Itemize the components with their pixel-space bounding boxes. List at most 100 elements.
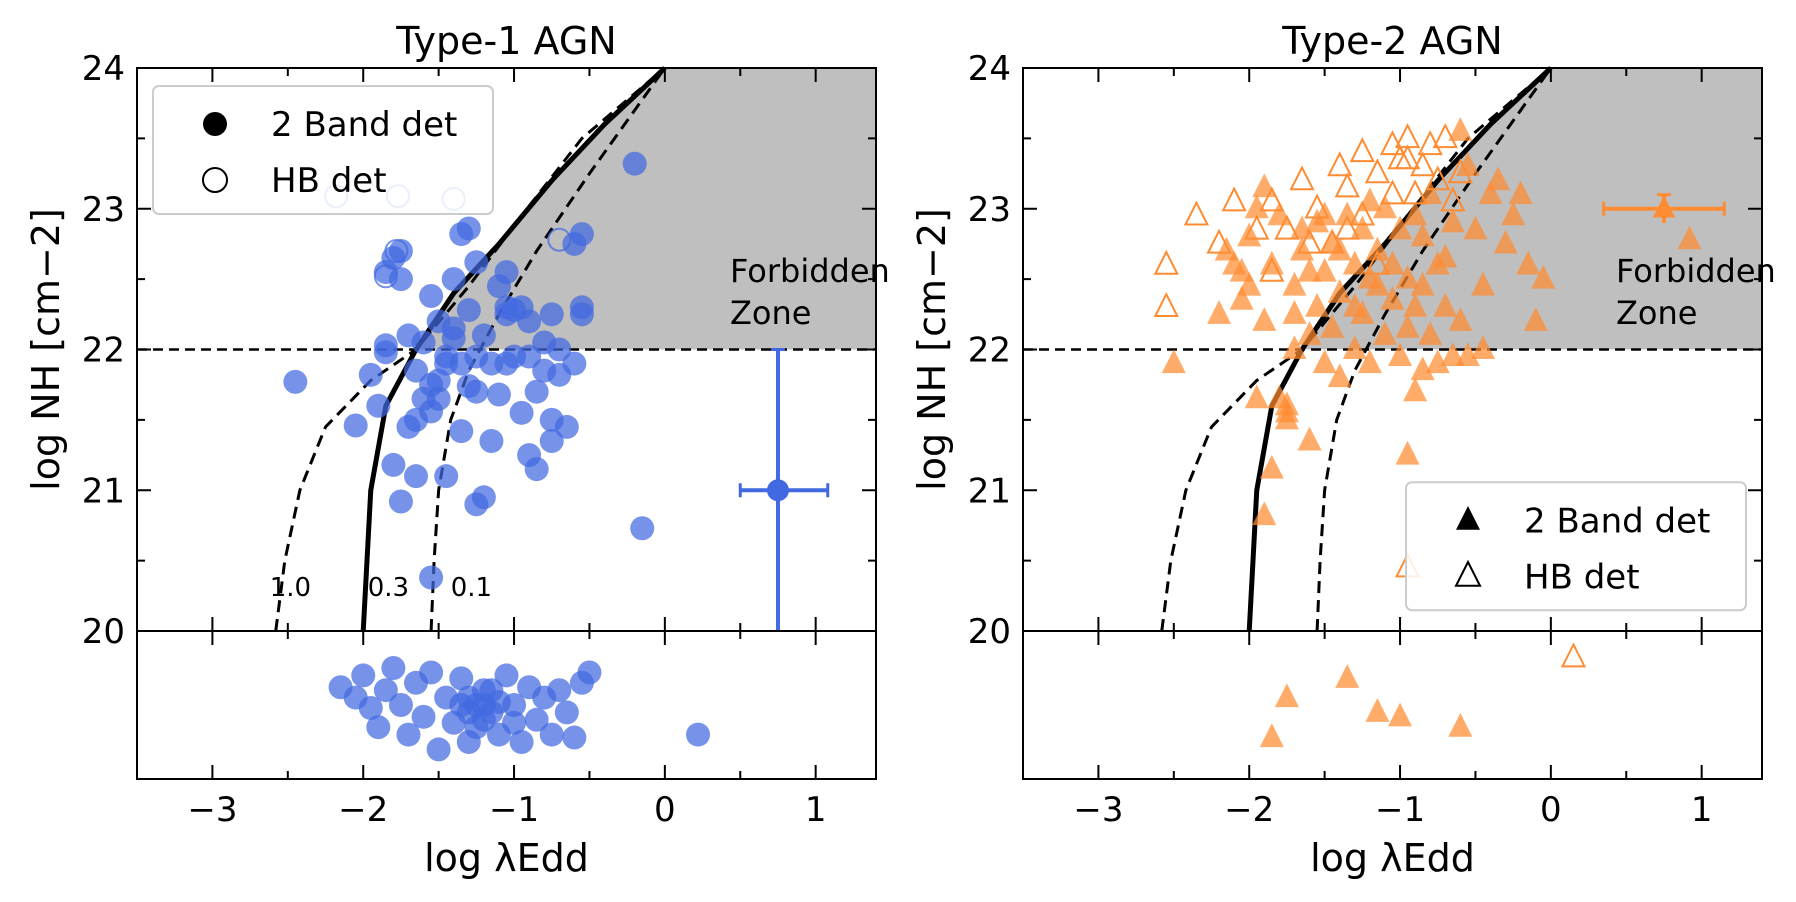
- two-band-det-point: [419, 565, 444, 590]
- residual-two-band-point: [1448, 712, 1473, 737]
- two-band-det-point: [494, 302, 519, 327]
- two-band-det-point: [471, 485, 496, 510]
- residual-two-band-point: [1335, 664, 1360, 688]
- hb-det-point: [1410, 151, 1436, 177]
- two-band-det-point: [486, 382, 511, 407]
- residual-two-band-point: [351, 663, 376, 688]
- two-band-det-point: [388, 238, 413, 263]
- two-band-det-point: [1403, 293, 1428, 317]
- two-band-det-point: [358, 362, 383, 387]
- x-tick-label: 0: [654, 790, 676, 830]
- two-band-det-point: [1410, 356, 1435, 381]
- x-tick-label: 0: [1540, 790, 1562, 830]
- two-band-det-point: [479, 428, 504, 453]
- y-axis-label: log NH [cm−2]: [910, 208, 954, 491]
- two-band-det-point: [1395, 314, 1420, 338]
- two-band-det-point: [1388, 215, 1413, 240]
- two-band-det-point: [1259, 250, 1284, 275]
- hb-det-point: [1387, 144, 1413, 170]
- two-band-det-point: [1395, 264, 1420, 289]
- two-band-det-point: [404, 358, 429, 383]
- panel-title: Type-1 AGN: [395, 19, 616, 63]
- residual-two-band-point: [366, 715, 391, 740]
- type1-panel: Forbidden Zone 1.0 0.3 0.1 −3 −2 −1 0 1 20 21 22 23 24…: [24, 19, 890, 880]
- residual-two-band-point: [449, 693, 474, 717]
- two-band-det-point: [1372, 321, 1397, 345]
- forbidden-zone: [1302, 68, 1762, 350]
- x-axis-label: log λEdd: [424, 836, 589, 880]
- two-band-det-point: [1312, 201, 1337, 226]
- y-tick-label: 20: [82, 612, 125, 652]
- two-band-det-point: [1425, 349, 1450, 374]
- hb-det-point: [1394, 123, 1421, 149]
- two-band-det-point: [1493, 229, 1518, 254]
- two-band-det-point: [1350, 215, 1375, 240]
- two-band-det-point: [373, 340, 398, 365]
- forbidden-label-2: Zone: [730, 294, 811, 332]
- x-tick-label: −3: [1073, 790, 1123, 830]
- two-band-det-point: [1516, 250, 1541, 275]
- two-band-det-point: [1418, 321, 1443, 345]
- two-band-det-point: [547, 337, 572, 362]
- hb-det-point: [1153, 249, 1179, 275]
- two-band-det-point: [1410, 271, 1435, 296]
- two-band-det-point: [373, 260, 398, 285]
- two-band-det-point: [1244, 384, 1269, 409]
- two-band-det-point: [456, 216, 481, 241]
- two-band-det-point: [569, 302, 594, 327]
- two-band-det-point: [1312, 349, 1337, 374]
- residual-axes-frame: [136, 630, 877, 780]
- x-tick-label: 1: [1691, 790, 1713, 830]
- residual-two-band-point: [449, 666, 474, 691]
- hb-det-point: [1379, 130, 1406, 156]
- residual-two-band-point: [1274, 683, 1299, 708]
- two-band-det-point: [1252, 307, 1277, 331]
- two-band-det-point: [1486, 166, 1511, 191]
- forbidden-label-2: Zone: [1616, 294, 1697, 332]
- two-band-det-point: [464, 250, 489, 275]
- two-band-det-point: [1327, 278, 1352, 303]
- two-band-det-point: [1357, 349, 1382, 374]
- two-band-det-point: [1440, 342, 1465, 367]
- two-band-det-point: [1282, 335, 1307, 360]
- residual-two-band-point: [396, 722, 421, 747]
- residual-two-band-point: [502, 710, 527, 735]
- hb-det-point: [1349, 137, 1375, 163]
- two-band-det-point: [1463, 215, 1488, 240]
- two-band-det-point: [343, 413, 368, 438]
- two-band-det-point: [441, 316, 466, 341]
- legend-label: 2 Band det: [1524, 501, 1710, 541]
- two-band-det-point: [1433, 293, 1458, 317]
- two-band-det-point: [1161, 349, 1186, 374]
- two-band-det-point: [456, 298, 481, 323]
- residual-two-band-point: [494, 663, 519, 688]
- x-tick-label: 1: [805, 790, 827, 830]
- x-tick-label: −1: [1375, 790, 1425, 830]
- curve-label: 0.3: [368, 573, 409, 603]
- two-band-det-point: [1357, 187, 1382, 212]
- two-band-det-point: [539, 407, 564, 432]
- two-band-det-point: [1267, 201, 1292, 226]
- two-band-det-point: [1282, 300, 1307, 324]
- two-band-det-point: [1380, 285, 1405, 310]
- two-band-det-point: [1478, 180, 1503, 205]
- residual-two-band-point: [471, 707, 496, 732]
- two-band-det-point: [532, 358, 557, 383]
- x-axis-label: log λEdd: [1310, 836, 1475, 880]
- two-band-det-point: [1290, 236, 1315, 261]
- residual-two-band-point: [577, 660, 602, 685]
- residual-two-band-point: [419, 660, 444, 685]
- errorbar-marker: [766, 479, 789, 502]
- y-tick-label: 22: [82, 331, 125, 371]
- residual-two-band-point: [388, 693, 413, 717]
- y-tick-label: 24: [82, 49, 125, 89]
- y-tick-label: 24: [968, 49, 1011, 89]
- hb-det-point: [1394, 144, 1421, 170]
- legend-hollow-circle-icon: [202, 167, 228, 193]
- residual-two-band-point: [1388, 702, 1413, 727]
- two-band-det-point: [1342, 250, 1367, 275]
- residual-hb-point: [1560, 642, 1587, 668]
- two-band-det-point: [434, 464, 459, 489]
- two-band-det-point: [1395, 440, 1420, 465]
